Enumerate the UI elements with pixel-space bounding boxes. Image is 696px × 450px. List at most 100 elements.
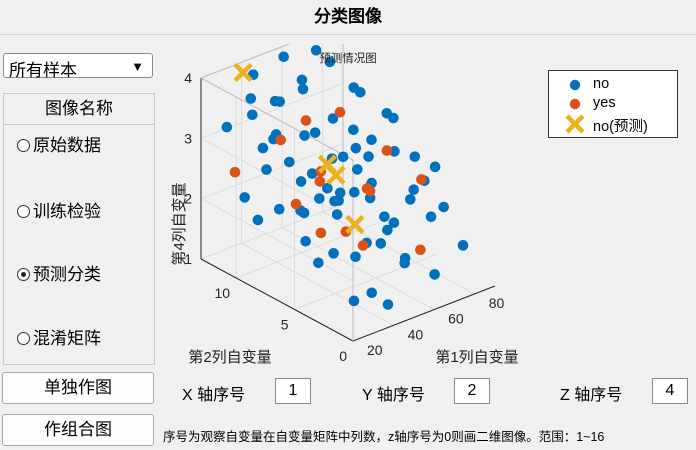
x-marker-icon — [565, 114, 585, 134]
no-point — [328, 248, 339, 259]
radio-train-test[interactable]: 训练检验 — [17, 200, 101, 224]
combined-plot-button[interactable]: 作组合图 — [2, 414, 154, 446]
yes-point — [300, 115, 312, 126]
no-point — [337, 151, 349, 163]
no-point — [329, 195, 340, 207]
predicted-x-point — [345, 214, 365, 235]
no-point — [296, 74, 308, 86]
y-index-label: Y 轴序号 — [362, 387, 425, 404]
x-tick-label: 60 — [448, 311, 464, 327]
x-index-input[interactable]: 1 — [275, 378, 311, 404]
x-axis-line — [352, 285, 496, 342]
y-tick-label: 5 — [281, 316, 289, 332]
radio-label: 混淆矩阵 — [33, 329, 101, 348]
x-tick-label: 40 — [408, 326, 424, 342]
yes-point — [334, 106, 346, 118]
radio-label: 原始数据 — [33, 136, 101, 155]
no-point — [252, 214, 264, 226]
no-point — [438, 201, 449, 213]
yes-point — [290, 198, 302, 210]
no-point — [404, 194, 416, 205]
radio-raw-data[interactable]: 原始数据 — [17, 134, 101, 158]
no-point — [366, 134, 377, 146]
z-tick-label: 2 — [184, 191, 192, 207]
grid-line — [294, 253, 437, 310]
yes-point — [415, 244, 426, 256]
yes-point — [357, 240, 369, 251]
no-point — [350, 251, 361, 263]
no-point — [295, 176, 307, 187]
no-point — [429, 269, 440, 280]
no-point — [257, 142, 269, 154]
no-point — [429, 161, 441, 173]
radio-predict-class[interactable]: 预测分类 — [17, 263, 101, 287]
grid-line — [200, 143, 344, 200]
sample-select[interactable]: 所有样本 ▼ — [3, 53, 153, 80]
radio-selected-icon — [17, 268, 30, 281]
z-axis-label: 第4列自变量 — [170, 182, 188, 265]
no-point — [269, 95, 281, 107]
no-point — [247, 109, 258, 121]
y-axis-label: 第2列自变量 — [188, 348, 271, 366]
no-point — [375, 238, 387, 249]
no-point — [334, 187, 346, 199]
data-points — [221, 44, 469, 310]
yes-point — [314, 176, 326, 187]
no-point — [309, 127, 321, 138]
radio-label: 预测分类 — [33, 265, 101, 284]
legend-label: no(预测) — [593, 119, 648, 135]
no-point — [314, 193, 325, 204]
y-index-input[interactable]: 2 — [454, 378, 490, 404]
grid-line — [235, 222, 379, 279]
no-point — [313, 257, 324, 269]
no-point — [408, 184, 420, 195]
no-point — [382, 224, 393, 236]
no-point — [239, 192, 250, 203]
legend-label: yes — [593, 95, 616, 111]
yes-point — [315, 227, 327, 239]
legend-label: no — [593, 76, 610, 92]
circle-marker-icon — [569, 98, 581, 110]
x-tick-label: 80 — [489, 295, 505, 311]
no-point — [379, 211, 390, 222]
no-point — [221, 121, 233, 133]
no-point — [278, 51, 289, 63]
image-name-panel: 图像名称 原始数据 训练检验 预测分类 混淆矩阵 — [3, 93, 155, 365]
no-point — [348, 295, 360, 307]
yes-point — [229, 166, 241, 178]
circle-marker-icon — [569, 79, 581, 91]
scatter-3d-plot[interactable]: 预测情况图 20 40 60 80 0 5 10 1 2 3 4 第1列自变量 第2列自变量 第4列… — [155, 44, 545, 369]
radio-confusion-matrix[interactable]: 混淆矩阵 — [17, 327, 101, 351]
radio-label: 训练检验 — [33, 202, 101, 221]
radio-circle-icon — [17, 139, 30, 152]
no-point — [381, 107, 393, 119]
no-point — [245, 93, 257, 104]
axes-grid — [200, 44, 496, 342]
chart-legend: no yes no(预测) — [548, 70, 678, 138]
y-axis-line — [200, 258, 354, 342]
no-point — [324, 56, 336, 68]
radio-circle-icon — [17, 332, 30, 345]
no-point — [348, 124, 359, 136]
no-point — [388, 217, 400, 228]
no-point — [283, 156, 295, 168]
no-point — [354, 86, 366, 98]
yes-point — [381, 145, 393, 156]
no-point — [363, 151, 374, 162]
no-point — [306, 168, 318, 179]
no-point — [366, 287, 378, 299]
no-point — [349, 186, 360, 198]
yes-point — [361, 183, 373, 194]
chart-title: 预测情况图 — [319, 52, 377, 65]
box-edge — [200, 77, 354, 161]
predicted-x-point — [317, 154, 337, 174]
yes-point — [275, 134, 287, 146]
y-tick-label: 10 — [214, 285, 230, 301]
no-point — [300, 235, 311, 247]
chevron-down-icon: ▼ — [131, 59, 144, 74]
panel-title: 图像名称 — [4, 94, 154, 125]
no-point — [350, 142, 362, 154]
single-plot-button[interactable]: 单独作图 — [2, 372, 154, 404]
z-index-input[interactable]: 4 — [652, 378, 688, 404]
grid-line — [200, 82, 344, 139]
